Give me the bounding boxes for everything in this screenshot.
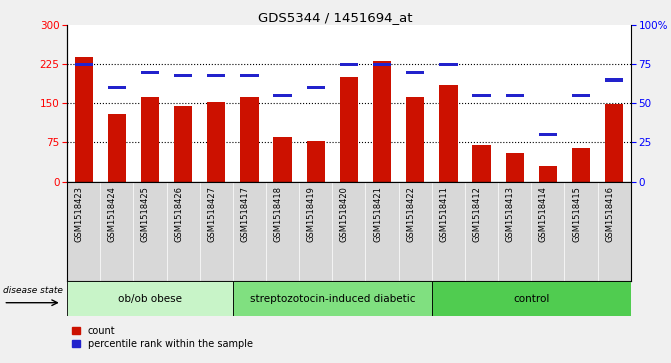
Bar <box>141 97 159 182</box>
Bar <box>307 141 325 182</box>
Bar <box>74 57 93 182</box>
Bar <box>572 148 590 182</box>
Text: GSM1518416: GSM1518416 <box>605 187 614 242</box>
Text: GSM1518425: GSM1518425 <box>141 187 150 242</box>
Text: GDS5344 / 1451694_at: GDS5344 / 1451694_at <box>258 11 413 24</box>
Text: GSM1518427: GSM1518427 <box>207 187 216 242</box>
Bar <box>373 61 391 182</box>
Bar <box>274 137 292 182</box>
Bar <box>539 133 557 136</box>
Bar <box>108 114 126 182</box>
Bar <box>605 105 623 182</box>
Text: GSM1518421: GSM1518421 <box>373 187 382 242</box>
Bar <box>207 74 225 77</box>
Legend: count, percentile rank within the sample: count, percentile rank within the sample <box>72 326 252 349</box>
Text: ob/ob obese: ob/ob obese <box>118 294 182 303</box>
Text: control: control <box>513 294 550 303</box>
Bar <box>406 97 424 182</box>
Bar <box>240 97 258 182</box>
Text: GSM1518418: GSM1518418 <box>274 187 282 242</box>
Bar <box>472 145 491 182</box>
Text: GSM1518413: GSM1518413 <box>506 187 515 242</box>
Text: GSM1518417: GSM1518417 <box>240 187 250 242</box>
Bar <box>174 106 193 182</box>
Bar <box>67 281 233 316</box>
Bar <box>432 281 631 316</box>
Bar <box>373 63 391 66</box>
Bar <box>440 85 458 182</box>
Text: GSM1518415: GSM1518415 <box>572 187 581 242</box>
Text: streptozotocin-induced diabetic: streptozotocin-induced diabetic <box>250 294 415 303</box>
Bar <box>233 281 432 316</box>
Bar <box>572 94 590 97</box>
Bar <box>340 63 358 66</box>
Text: GSM1518414: GSM1518414 <box>539 187 548 242</box>
Bar <box>505 94 524 97</box>
Bar <box>340 77 358 182</box>
Text: GSM1518420: GSM1518420 <box>340 187 349 242</box>
Text: GSM1518412: GSM1518412 <box>472 187 482 242</box>
Text: GSM1518423: GSM1518423 <box>74 187 84 242</box>
Bar <box>440 63 458 66</box>
Bar <box>240 74 258 77</box>
Bar <box>108 86 126 89</box>
Bar <box>505 153 524 182</box>
Text: GSM1518426: GSM1518426 <box>174 187 183 242</box>
Bar <box>605 78 623 82</box>
Bar <box>207 102 225 182</box>
Text: GSM1518411: GSM1518411 <box>440 187 448 242</box>
Bar <box>274 94 292 97</box>
Text: GSM1518424: GSM1518424 <box>108 187 117 242</box>
Bar <box>472 94 491 97</box>
Text: GSM1518422: GSM1518422 <box>406 187 415 242</box>
Bar <box>141 71 159 74</box>
Bar <box>174 74 193 77</box>
Text: GSM1518419: GSM1518419 <box>307 187 316 242</box>
Bar <box>74 63 93 66</box>
Bar <box>539 166 557 182</box>
Bar <box>406 71 424 74</box>
Bar <box>307 86 325 89</box>
Text: disease state: disease state <box>3 286 63 295</box>
